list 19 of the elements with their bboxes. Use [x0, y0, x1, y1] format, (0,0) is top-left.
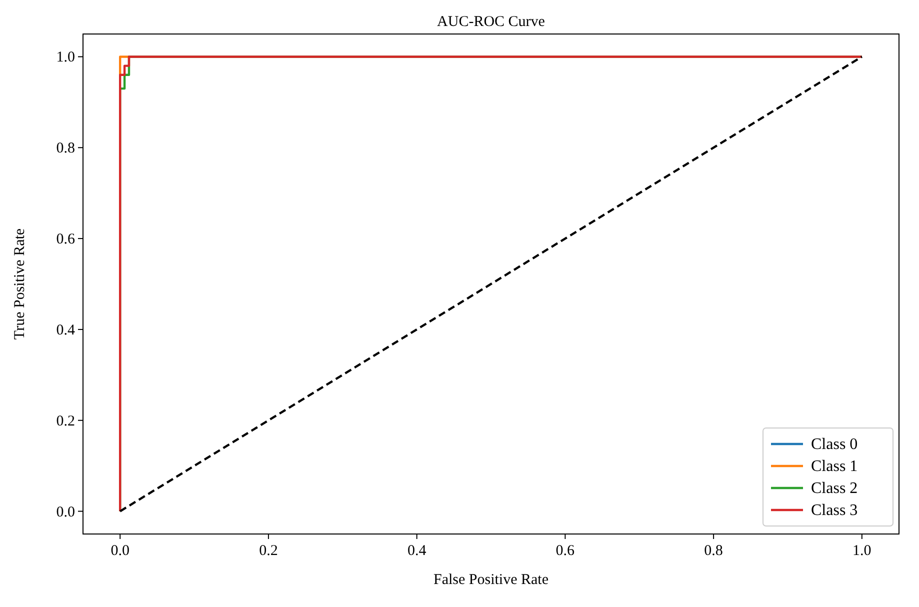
- x-tick-label: 0.8: [704, 543, 723, 559]
- chart-title: AUC-ROC Curve: [437, 14, 546, 30]
- y-tick-label: 0.8: [56, 140, 75, 157]
- y-tick-label: 0.0: [56, 504, 75, 520]
- y-tick-label: 0.2: [56, 413, 75, 430]
- y-tick-label: 1.0: [56, 50, 75, 66]
- legend-label: Class 2: [811, 480, 858, 497]
- x-tick-label: 1.0: [852, 543, 872, 559]
- x-tick-label: 0.4: [407, 543, 427, 559]
- x-tick-label: 0.2: [259, 543, 278, 559]
- legend-label: Class 1: [811, 458, 858, 475]
- x-tick-label: 0.0: [110, 543, 130, 559]
- y-tick-label: 0.4: [56, 322, 76, 338]
- y-axis-title: True Positive Rate: [12, 228, 28, 340]
- legend-label: Class 3: [811, 502, 858, 519]
- legend-label: Class 0: [811, 436, 858, 453]
- x-axis-title: False Positive Rate: [434, 572, 549, 588]
- x-tick-label: 0.6: [556, 543, 576, 559]
- y-tick-label: 0.6: [56, 232, 76, 248]
